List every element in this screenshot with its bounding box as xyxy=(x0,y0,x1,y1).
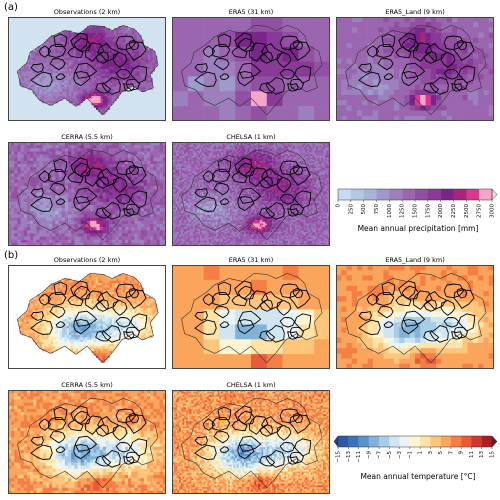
map-title-a-obs: Observations (2 km) xyxy=(53,8,121,16)
temp-map-cerra xyxy=(8,390,166,494)
precip-map-era5 xyxy=(172,17,330,121)
temp-colorbar: −15 −13 −11 −9 −7 −5 −3 −1 1 3 5 7 9 11 13 15 xyxy=(334,435,498,463)
precip-map-cerra xyxy=(8,142,166,246)
map-title-a-cerra: CERRA (5.5 km) xyxy=(61,133,113,141)
map-title-b-obs: Observations (2 km) xyxy=(53,256,121,264)
map-title-a-era5land: ERA5_Land (9 km) xyxy=(385,8,445,16)
map-title-a-chelsa: CHELSA (1 km) xyxy=(226,133,276,141)
precip-map-chelsa xyxy=(172,142,330,246)
precip-colorbar: 0 250 500 750 1000 1250 1500 1750 2000 2250 2500 27… xyxy=(336,188,498,218)
map-title-b-era5land: ERA5_Land (9 km) xyxy=(385,256,445,264)
temp-colorbar-label: Mean annual temperature [°C] xyxy=(360,472,476,481)
temp-map-era5land xyxy=(336,265,494,369)
temp-map-era5 xyxy=(172,265,330,369)
map-title-a-era5: ERA5 (31 km) xyxy=(228,8,274,16)
map-title-b-chelsa: CHELSA (1 km) xyxy=(226,381,276,389)
precip-map-era5land xyxy=(336,17,494,121)
panel-b-letter: (b) xyxy=(4,250,19,261)
map-title-b-era5: ERA5 (31 km) xyxy=(228,256,274,264)
map-title-b-cerra: CERRA (5.5 km) xyxy=(61,381,113,389)
temp-map-chelsa xyxy=(172,390,330,494)
panel-a-letter: (a) xyxy=(4,2,18,13)
precip-map-obs xyxy=(8,17,166,121)
temp-map-obs xyxy=(8,265,166,369)
precip-colorbar-label: Mean annual precipitation [mm] xyxy=(357,224,479,233)
